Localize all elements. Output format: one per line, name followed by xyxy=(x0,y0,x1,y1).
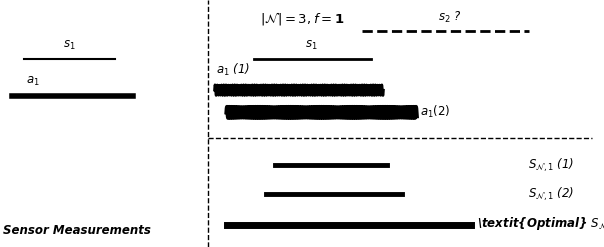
Text: $|\mathcal{N}| = 3, f = \mathbf{1}$: $|\mathcal{N}| = 3, f = \mathbf{1}$ xyxy=(260,10,344,27)
Text: $s_1$: $s_1$ xyxy=(63,39,76,52)
Text: $a_1$: $a_1$ xyxy=(27,75,40,88)
Text: $S_{\mathcal{N},1}$ (1): $S_{\mathcal{N},1}$ (1) xyxy=(528,157,575,174)
Text: \textit{Optimal} $S_{\mathcal{N},1}$: \textit{Optimal} $S_{\mathcal{N},1}$ xyxy=(477,216,604,233)
Text: $s_2$ ?: $s_2$ ? xyxy=(439,10,461,25)
Text: $a_1$ (1): $a_1$ (1) xyxy=(216,62,250,78)
Text: Sensor Measurements: Sensor Measurements xyxy=(3,224,151,237)
Text: $S_{\mathcal{N},1}$ (2): $S_{\mathcal{N},1}$ (2) xyxy=(528,185,575,203)
Text: $a_1(2)$: $a_1(2)$ xyxy=(420,104,450,121)
Text: $s_1$: $s_1$ xyxy=(305,39,317,52)
